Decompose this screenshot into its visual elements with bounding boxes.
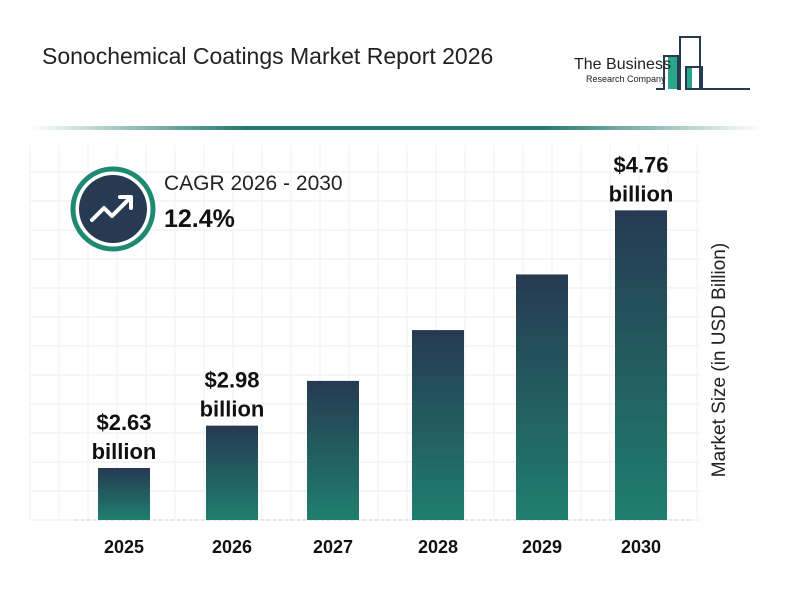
logo-buildings-icon	[656, 36, 750, 90]
bar-2028	[412, 330, 464, 520]
x-tick-label: 2029	[522, 537, 562, 557]
bar-2029	[516, 274, 568, 520]
x-tick-label: 2026	[212, 537, 252, 557]
cagr-value: 12.4%	[164, 205, 235, 233]
company-logo: The Business Research Company	[568, 34, 758, 94]
data-label: $2.63	[96, 410, 151, 435]
x-tick-label: 2027	[313, 537, 353, 557]
data-label: billion	[609, 181, 674, 206]
divider	[30, 126, 760, 130]
logo-text: The Business	[574, 56, 671, 73]
page-title: Sonochemical Coatings Market Report 2026	[42, 43, 494, 69]
y-axis-label: Market Size (in USD Billion)	[709, 242, 730, 478]
cagr-label: CAGR 2026 - 2030	[164, 172, 343, 195]
data-label: billion	[200, 397, 265, 422]
bar-2026	[206, 425, 258, 520]
bar-2025	[98, 467, 150, 520]
x-tick-label: 2028	[418, 537, 458, 557]
data-label: billion	[92, 439, 157, 464]
trending-up-icon	[70, 166, 156, 252]
x-tick-label: 2030	[621, 537, 661, 557]
logo-subtext: Research Company	[586, 74, 666, 84]
bar-2030	[615, 210, 667, 521]
data-label: $4.76	[613, 152, 668, 177]
x-tick-label: 2025	[104, 537, 144, 557]
data-label: $2.98	[204, 368, 259, 393]
bar-2027	[307, 380, 359, 520]
